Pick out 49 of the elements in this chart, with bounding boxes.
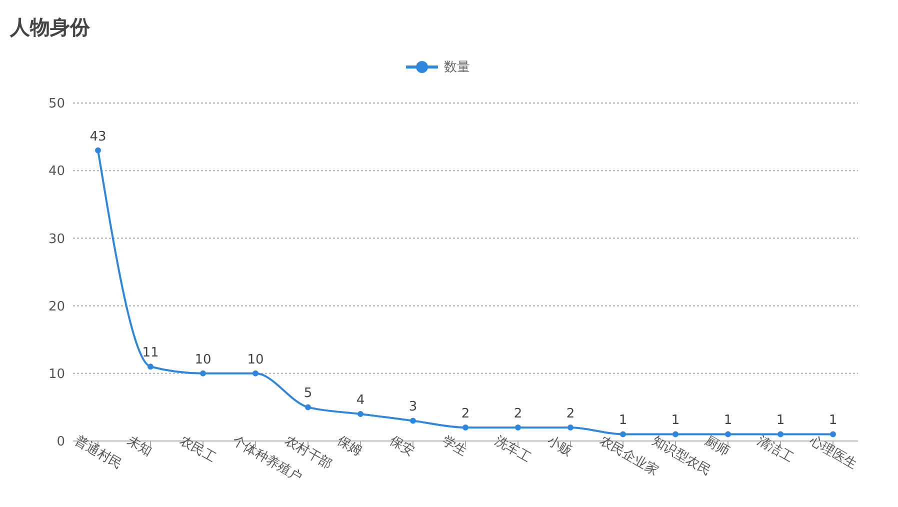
point (620, 431, 626, 438)
data-label: 1 (671, 413, 680, 428)
point (725, 431, 731, 438)
data-label: 2 (461, 406, 470, 422)
x-tick-label: 心理医生 (806, 432, 860, 472)
legend-label: 数量 (444, 59, 470, 76)
y-tick-label: 30 (48, 232, 65, 247)
chart-title: 人物身份 (8, 14, 91, 41)
x-tick-label: 小贩 (544, 433, 574, 460)
x-tick-label: 农民工 (176, 433, 218, 466)
data-label: 1 (828, 413, 838, 428)
data-label: 1 (618, 413, 628, 428)
point (462, 424, 468, 430)
point (305, 404, 311, 410)
x-tick-label: 保姆 (334, 433, 364, 460)
point (410, 418, 416, 424)
y-tick-label: 40 (48, 164, 65, 180)
x-tick-label: 厨师 (702, 433, 732, 460)
x-tick-label: 未知 (124, 433, 154, 460)
point (252, 370, 258, 376)
data-label: 11 (142, 346, 159, 361)
data-label: 1 (724, 413, 732, 428)
data-label: 3 (408, 400, 418, 415)
data-label: 1 (776, 413, 785, 428)
data-label: 2 (566, 406, 575, 422)
data-label: 10 (247, 352, 264, 368)
point (200, 370, 206, 376)
point (358, 410, 364, 417)
x-tick-label: 普通村民 (72, 432, 125, 472)
x-tick-label: 保安 (386, 432, 418, 460)
point (148, 364, 154, 370)
x-tick-label: 学生 (439, 433, 470, 460)
x-tick-label: 洗车工 (492, 433, 534, 466)
y-tick-label: 50 (48, 96, 65, 112)
point (515, 424, 521, 430)
point (830, 431, 836, 438)
point (568, 424, 574, 430)
y-tick-label: 0 (56, 434, 65, 450)
data-label: 4 (356, 392, 365, 408)
data-label: 10 (194, 352, 212, 368)
data-label: 2 (514, 406, 522, 422)
data-label: 5 (304, 386, 312, 402)
y-tick-label: 20 (48, 299, 65, 314)
x-tick-label: 清洁工 (754, 433, 796, 466)
point (778, 431, 784, 438)
point (95, 147, 101, 154)
y-tick-label: 10 (48, 367, 65, 382)
data-label: 43 (90, 129, 106, 144)
point (672, 431, 678, 438)
